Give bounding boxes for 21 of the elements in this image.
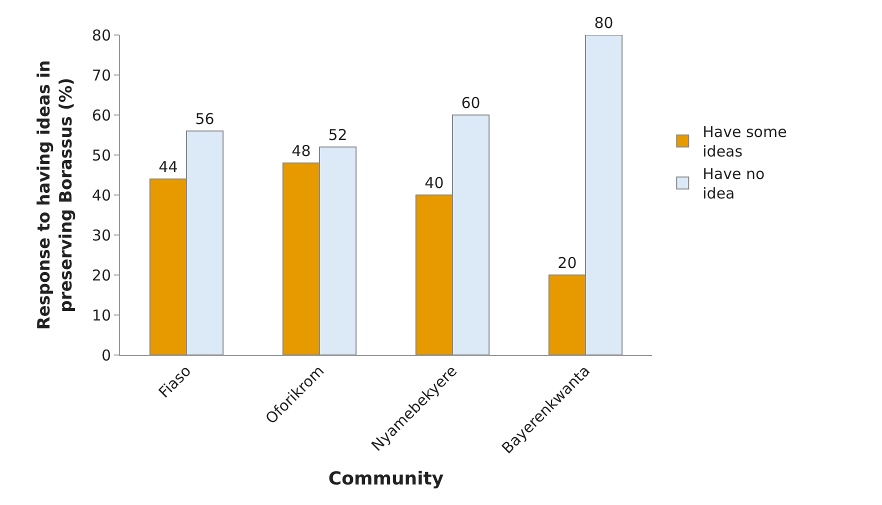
y-tick-label: 20 [92, 266, 111, 284]
data-label: 60 [461, 94, 480, 112]
y-tick-label: 60 [92, 106, 111, 124]
data-label: 52 [328, 126, 348, 144]
data-label: 20 [558, 254, 577, 272]
legend-label: Have no idea [702, 165, 765, 203]
y-tick-label: 0 [101, 346, 111, 364]
y-tick-label: 10 [92, 306, 111, 324]
y-axis-title: Response to having ideas in preserving Borassus (%) [34, 60, 76, 330]
data-label: 48 [292, 142, 311, 160]
data-label: 40 [424, 174, 444, 192]
y-tick-label: 50 [92, 146, 111, 164]
y-tick-label: 30 [92, 226, 111, 244]
y-tick-label: 80 [92, 26, 111, 44]
data-label: 80 [594, 14, 614, 32]
x-axis-title: Community [328, 468, 444, 490]
y-tick-label: 40 [92, 186, 111, 204]
data-label: 56 [195, 110, 214, 128]
data-label: 44 [158, 158, 178, 176]
legend-label: Have some ideas [702, 123, 787, 161]
y-tick-label: 70 [92, 66, 111, 84]
